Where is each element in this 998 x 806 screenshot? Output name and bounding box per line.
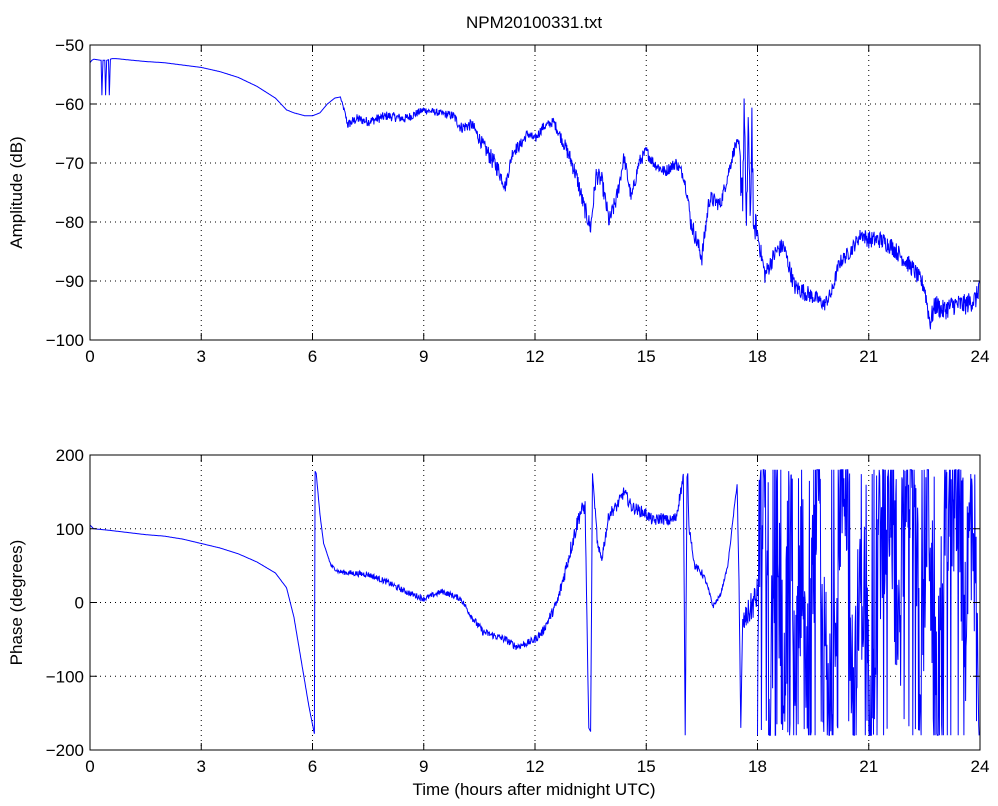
- phase-xtick-label: 21: [859, 757, 878, 776]
- amplitude-ylabel: Amplitude (dB): [7, 136, 26, 248]
- phase-ylabel: Phase (degrees): [7, 540, 26, 666]
- amplitude-ytick-label: −50: [55, 36, 84, 55]
- phase-ytick-label: 200: [56, 446, 84, 465]
- phase-xtick-label: 12: [526, 757, 545, 776]
- amplitude-ytick-label: −60: [55, 95, 84, 114]
- amplitude-xtick-label: 0: [85, 347, 94, 366]
- phase-ytick-label: 100: [56, 520, 84, 539]
- amplitude-xtick-label: 12: [526, 347, 545, 366]
- amplitude-series-line: [90, 58, 980, 330]
- phase-series-line: [90, 470, 758, 736]
- amplitude-ytick-label: −70: [55, 154, 84, 173]
- phase-ytick-label: −100: [46, 667, 84, 686]
- amplitude-ytick-label: −90: [55, 272, 84, 291]
- phase-xtick-label: 3: [197, 757, 206, 776]
- phase-xtick-label: 24: [971, 757, 990, 776]
- amplitude-xtick-label: 24: [971, 347, 990, 366]
- phase-xtick-label: 9: [419, 757, 428, 776]
- amplitude-xtick-label: 3: [197, 347, 206, 366]
- phase-xtick-label: 15: [637, 757, 656, 776]
- amplitude-xtick-label: 15: [637, 347, 656, 366]
- amplitude-xtick-label: 18: [748, 347, 767, 366]
- amplitude-panel: 0 3 6 9 12 15 18 21 24 −100 −90 −80 −70 −60 −50 Amplitu…: [7, 36, 989, 366]
- amplitude-xtick-label: 6: [308, 347, 317, 366]
- phase-ytick-label: −200: [46, 741, 84, 760]
- phase-xtick-label: 6: [308, 757, 317, 776]
- phase-ytick-label: 0: [75, 594, 84, 613]
- chart-title: NPM20100331.txt: [466, 13, 602, 32]
- phase-series-line: [757, 469, 980, 737]
- amplitude-ytick-label: −100: [46, 331, 84, 350]
- amplitude-ytick-label: −80: [55, 213, 84, 232]
- phase-xtick-label: 18: [748, 757, 767, 776]
- amplitude-xtick-label: 21: [859, 347, 878, 366]
- phase-xtick-label: 0: [85, 757, 94, 776]
- amplitude-xtick-label: 9: [419, 347, 428, 366]
- phase-xlabel: Time (hours after midnight UTC): [412, 780, 655, 799]
- phase-panel: 0 3 6 9 12 15 18 21 24 −200 −100 0 100 200 Phase (degr…: [7, 446, 989, 799]
